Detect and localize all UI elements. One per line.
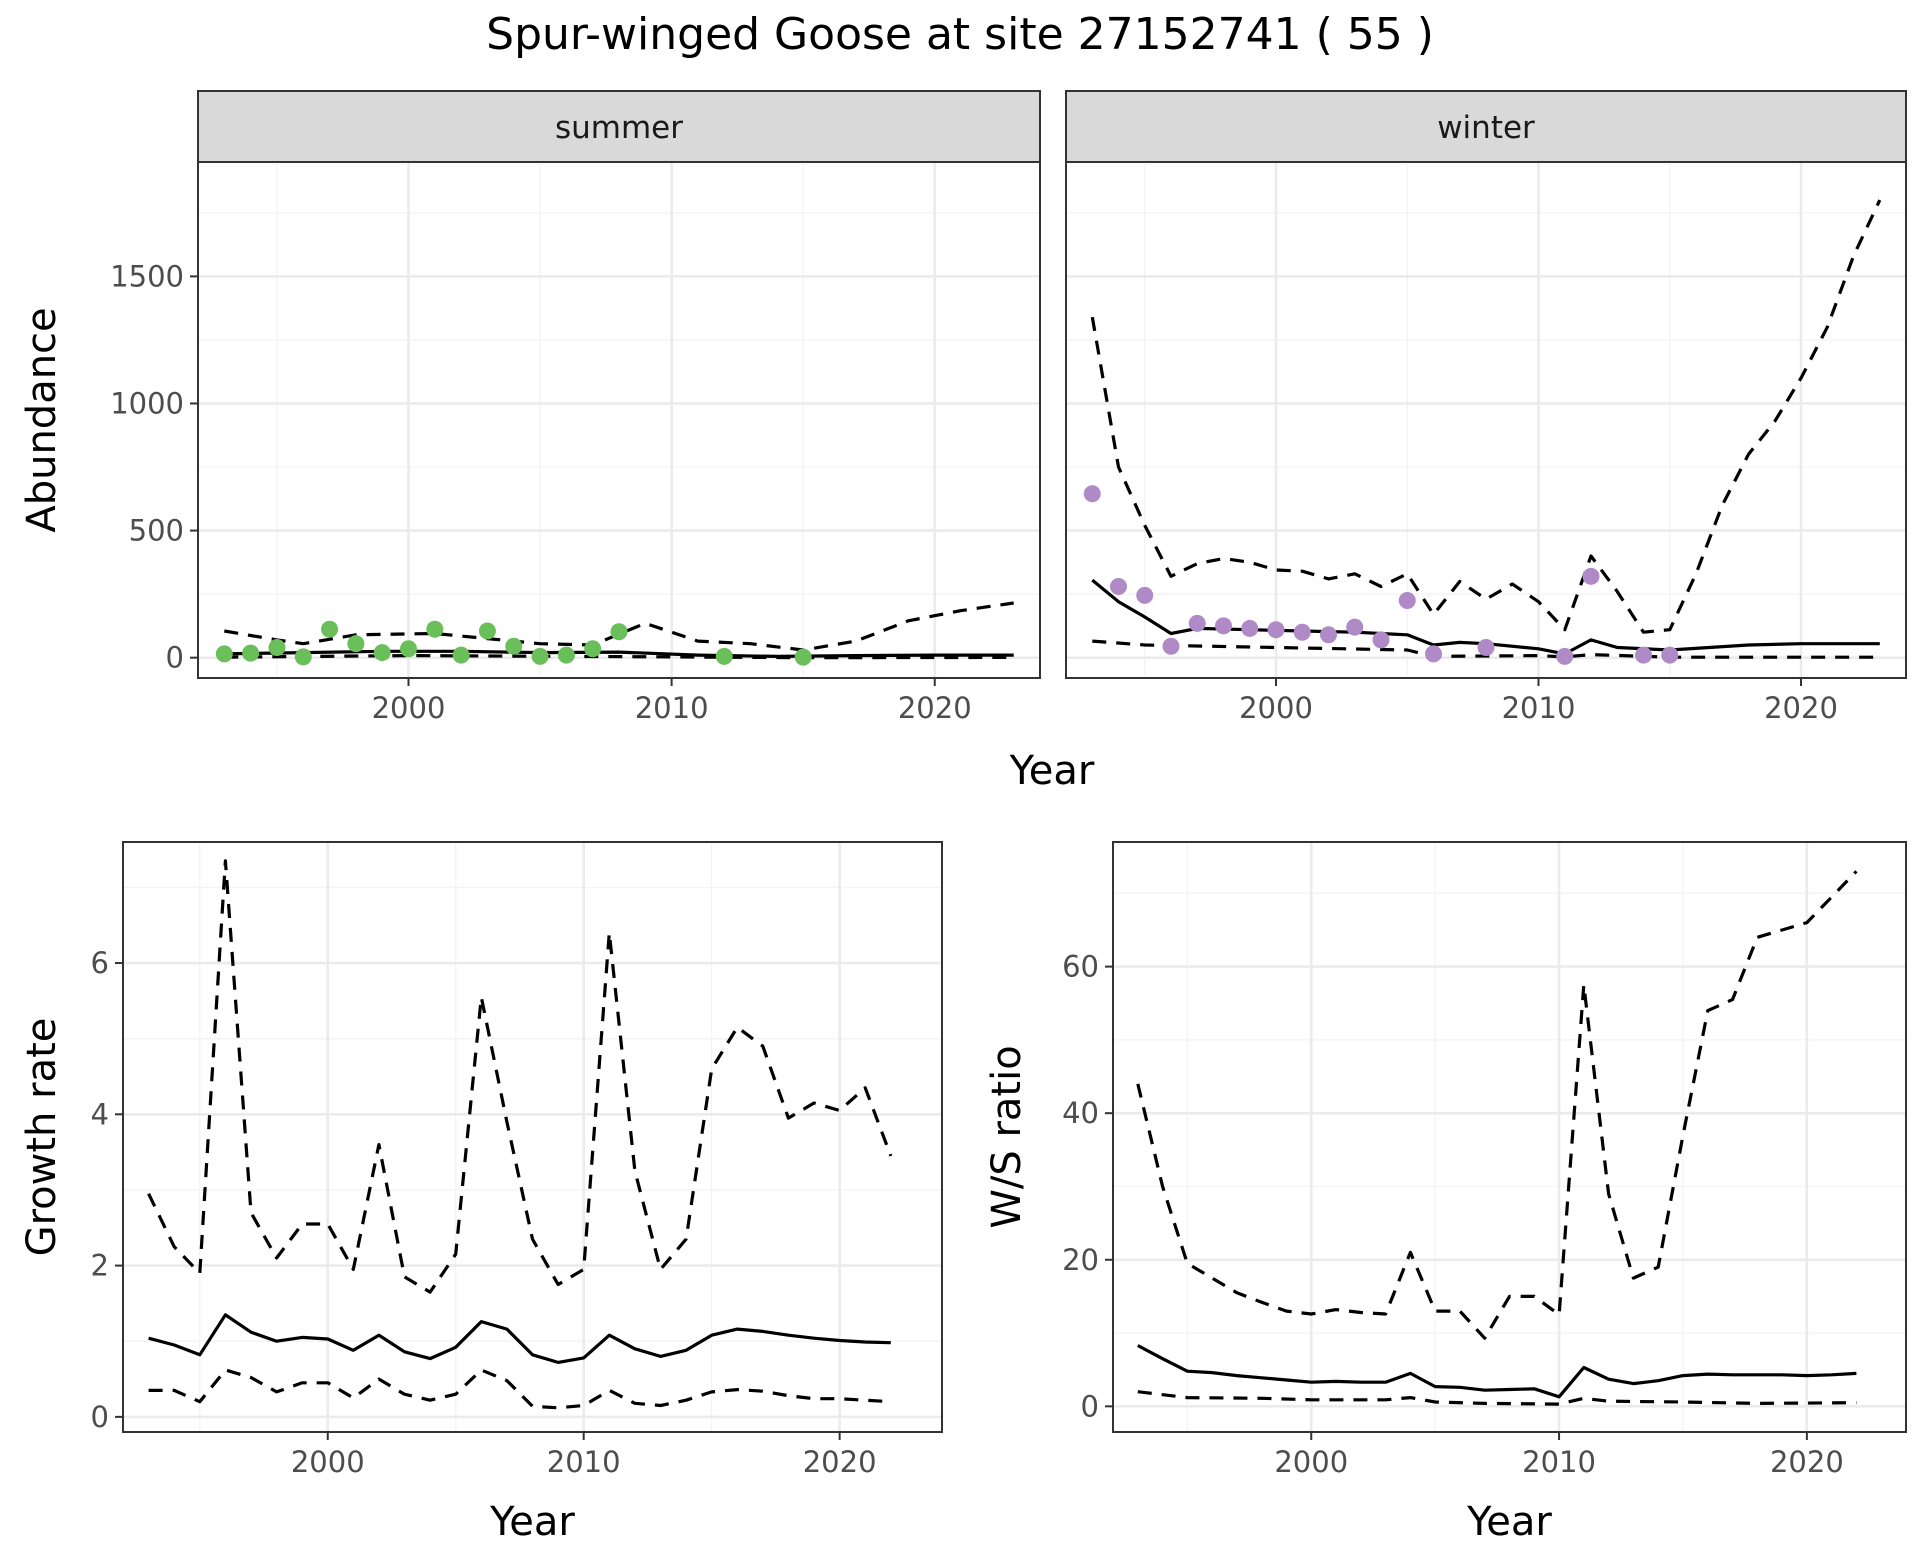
x-tick-label: 2010 bbox=[547, 1445, 621, 1479]
estimate-line bbox=[1137, 1344, 1857, 1399]
data-point bbox=[1136, 586, 1154, 604]
data-point bbox=[1188, 614, 1206, 632]
abundance-panel-winter: winter 2000 2010 2020 bbox=[1065, 90, 1907, 725]
lower-ci-line bbox=[1092, 639, 1880, 659]
y-tick-label: 2 bbox=[91, 1249, 109, 1283]
data-point bbox=[347, 635, 365, 653]
lower-ci-line bbox=[1137, 1390, 1857, 1406]
data-point bbox=[557, 646, 575, 664]
panel-border bbox=[1065, 161, 1907, 679]
y-tick-label: 0 bbox=[91, 1400, 109, 1434]
data-point bbox=[1293, 623, 1311, 641]
x-tick-label: 2020 bbox=[898, 691, 972, 725]
x-tick-label: 2020 bbox=[1764, 691, 1838, 725]
upper-ci-line bbox=[1090, 199, 1882, 634]
data-point bbox=[321, 620, 339, 638]
abundance-panel-summer: summer 2000 2010 2020 0 500 1000 1500 bbox=[110, 90, 1041, 725]
upper-ci-line bbox=[1136, 870, 1858, 1340]
estimate-line bbox=[1091, 578, 1880, 656]
y-tick-label: 60 bbox=[1062, 950, 1099, 984]
data-point bbox=[1215, 617, 1232, 635]
data-point bbox=[294, 648, 312, 666]
x-tick-label: 2000 bbox=[1274, 1445, 1348, 1479]
y-tick-label: 500 bbox=[129, 514, 184, 548]
data-point bbox=[1635, 646, 1652, 664]
data-point bbox=[242, 644, 260, 662]
upper-ci-line bbox=[147, 859, 893, 1294]
y-tick-label: 0 bbox=[1081, 1389, 1099, 1423]
x-tick-label: 2000 bbox=[291, 1445, 365, 1479]
data-point bbox=[1346, 618, 1364, 636]
data-point bbox=[1556, 647, 1574, 665]
data-point bbox=[1661, 646, 1679, 664]
data-point bbox=[452, 646, 470, 664]
x-tick-label: 2010 bbox=[635, 691, 709, 725]
data-point bbox=[715, 647, 733, 665]
x-tick-label: 2010 bbox=[1502, 691, 1576, 725]
facet-strip bbox=[197, 90, 1041, 163]
facet-strip bbox=[1065, 90, 1907, 163]
panel-border bbox=[197, 161, 1041, 679]
data-point bbox=[400, 640, 417, 658]
estimate-line bbox=[148, 1313, 891, 1365]
panel-border bbox=[1112, 841, 1907, 1433]
y-tick-label: 6 bbox=[91, 946, 109, 980]
lower-ci-line bbox=[148, 1368, 891, 1410]
abundance-y-axis-title: Abundance bbox=[19, 307, 65, 532]
data-point bbox=[1372, 631, 1390, 649]
data-point bbox=[1267, 621, 1285, 639]
panel-border bbox=[122, 841, 943, 1433]
growth-y-axis-title: Growth rate bbox=[19, 1018, 65, 1257]
data-point bbox=[1162, 637, 1180, 655]
facet-strip-label: summer bbox=[555, 110, 683, 146]
data-point bbox=[1241, 619, 1259, 637]
x-tick-label: 2020 bbox=[803, 1445, 877, 1479]
data-point bbox=[478, 622, 496, 640]
x-tick-label: 2000 bbox=[372, 691, 446, 725]
y-tick-label: 1500 bbox=[110, 259, 184, 293]
data-point bbox=[426, 620, 444, 638]
growth-rate-panel: 2000 2010 2020 0 2 4 6 bbox=[91, 841, 943, 1479]
ws-ratio-panel: 2000 2010 2020 0 20 40 60 bbox=[1062, 841, 1907, 1479]
y-tick-label: 1000 bbox=[110, 386, 184, 420]
upper-ci-line bbox=[224, 601, 1014, 652]
data-point bbox=[505, 637, 523, 655]
y-tick-label: 4 bbox=[91, 1097, 109, 1131]
data-point bbox=[1110, 577, 1127, 595]
data-point bbox=[1320, 626, 1337, 644]
data-point bbox=[1083, 485, 1101, 503]
data-point bbox=[1582, 567, 1600, 585]
facet-strip-label: winter bbox=[1437, 110, 1535, 146]
y-tick-label: 40 bbox=[1062, 1096, 1099, 1130]
data-point bbox=[610, 623, 628, 641]
data-point bbox=[1477, 638, 1495, 656]
data-point bbox=[584, 640, 602, 658]
lower-ci-line bbox=[224, 653, 1014, 660]
y-tick-label: 0 bbox=[166, 641, 184, 675]
ratio-y-axis-title: W/S ratio bbox=[984, 1045, 1030, 1228]
y-tick-label: 20 bbox=[1062, 1243, 1099, 1277]
data-point bbox=[373, 644, 391, 662]
data-point bbox=[1425, 645, 1442, 663]
abundance-x-axis-title: Year bbox=[1009, 748, 1095, 794]
data-point bbox=[1398, 591, 1416, 609]
data-point bbox=[794, 648, 812, 666]
x-tick-label: 2010 bbox=[1522, 1445, 1596, 1479]
ratio-x-axis-title: Year bbox=[1466, 1499, 1552, 1545]
x-tick-label: 2020 bbox=[1770, 1445, 1844, 1479]
figure-title: Spur-winged Goose at site 27152741 ( 55 … bbox=[486, 9, 1434, 60]
growth-x-axis-title: Year bbox=[489, 1499, 575, 1545]
data-point bbox=[531, 647, 549, 665]
data-point bbox=[268, 638, 286, 656]
x-tick-label: 2000 bbox=[1239, 691, 1313, 725]
data-point bbox=[215, 645, 233, 663]
